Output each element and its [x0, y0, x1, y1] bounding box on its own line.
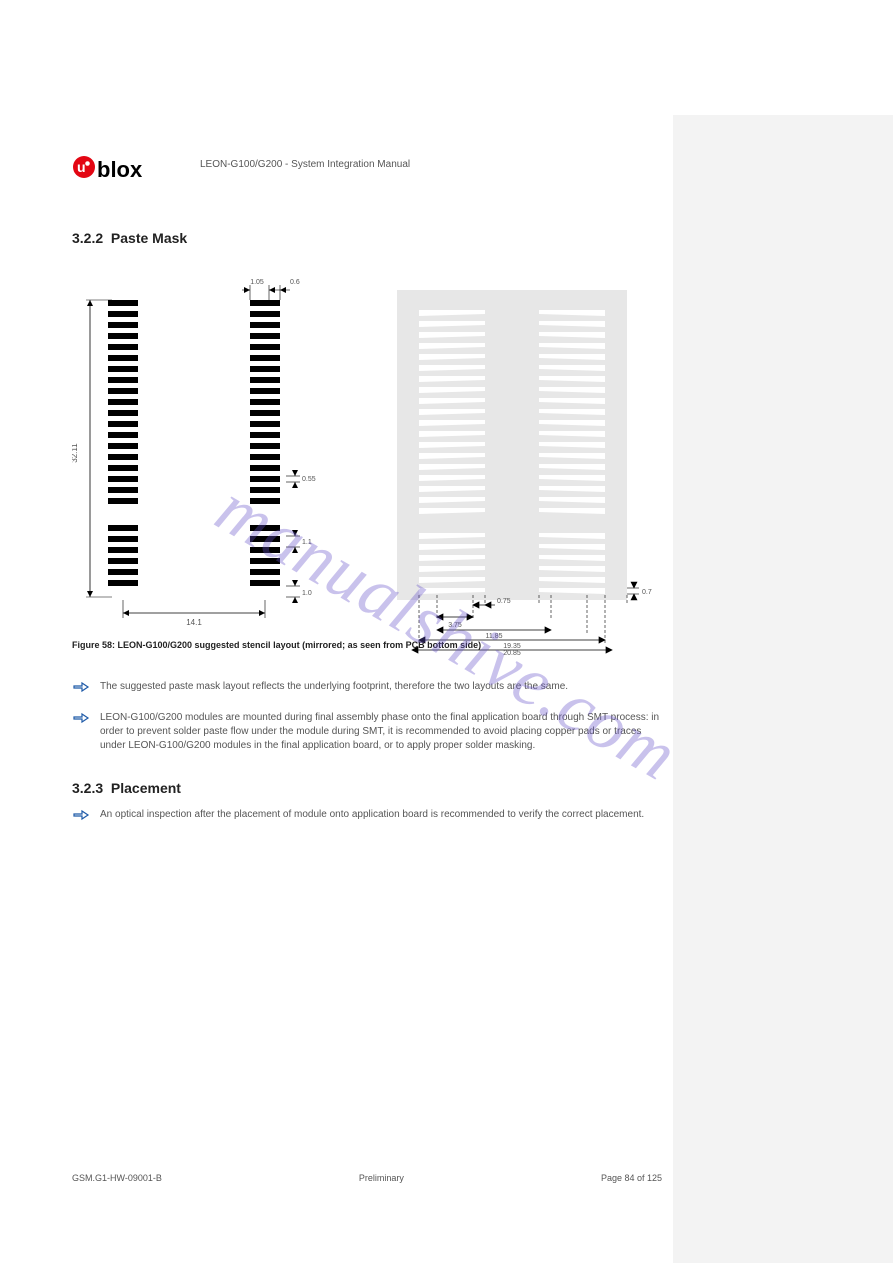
svg-text:1.0: 1.0 [302, 590, 312, 597]
section-heading: Paste Mask [111, 230, 187, 246]
svg-text:14.1: 14.1 [186, 618, 202, 627]
footer-page-number: Page 84 of 125 [601, 1173, 662, 1183]
svg-text:19.35: 19.35 [503, 643, 521, 650]
svg-text:1.1: 1.1 [302, 539, 312, 546]
section2-number: 3.2.3 [72, 780, 103, 796]
svg-text:3.75: 3.75 [448, 622, 462, 629]
note-item: LEON-G100/G200 modules are mounted durin… [72, 711, 662, 753]
section-title-placement: 3.2.3 Placement [72, 780, 181, 796]
figure-right-stencil: 0.7 [377, 275, 657, 595]
svg-text:0.75: 0.75 [497, 598, 511, 605]
footer-status: Preliminary [359, 1173, 404, 1183]
footer-doc-id: GSM.G1-HW-09001-B [72, 1173, 162, 1183]
page: u blox LEON-G100/G200 - System Integrati… [0, 0, 893, 1263]
sidebar-gray-band [673, 115, 893, 1263]
page-footer: GSM.G1-HW-09001-B Preliminary Page 84 of… [72, 1173, 662, 1183]
svg-text:20.85: 20.85 [503, 650, 521, 655]
figure-caption: Figure 58: LEON-G100/G200 suggested sten… [72, 640, 481, 650]
section-title-paste-mask: 3.2.2 Paste Mask [72, 230, 187, 246]
note-item: An optical inspection after the placemen… [72, 808, 662, 827]
ublox-logo: u blox [72, 155, 172, 189]
svg-text:11.85: 11.85 [486, 633, 503, 640]
note-item: The suggested paste mask layout reflects… [72, 680, 662, 699]
figures-row: 32.11 [72, 275, 692, 640]
svg-text:0.6: 0.6 [290, 279, 300, 286]
note-text: The suggested paste mask layout reflects… [100, 680, 568, 699]
section-number: 3.2.2 [72, 230, 103, 246]
section2-heading: Placement [111, 780, 181, 796]
document-header: LEON-G100/G200 - System Integration Manu… [200, 158, 410, 172]
svg-text:0.7: 0.7 [642, 589, 652, 596]
doc-title-text: LEON-G100/G200 - System Integration Manu… [200, 159, 410, 170]
pointing-hand-icon [72, 680, 90, 699]
svg-text:blox: blox [97, 157, 143, 182]
pointing-hand-icon [72, 711, 90, 753]
notes-block-1: The suggested paste mask layout reflects… [72, 680, 662, 765]
svg-text:17.7: 17.7 [194, 277, 196, 279]
svg-text:0.55: 0.55 [302, 476, 316, 483]
note-text: LEON-G100/G200 modules are mounted durin… [100, 711, 662, 753]
svg-text:1.05: 1.05 [250, 279, 264, 286]
svg-text:u: u [77, 159, 86, 175]
note-text: An optical inspection after the placemen… [100, 808, 644, 827]
figure-left-footprint: 32.11 [72, 275, 352, 595]
pointing-hand-icon [72, 808, 90, 827]
notes-block-2: An optical inspection after the placemen… [72, 808, 662, 839]
svg-text:32.11: 32.11 [72, 443, 79, 463]
